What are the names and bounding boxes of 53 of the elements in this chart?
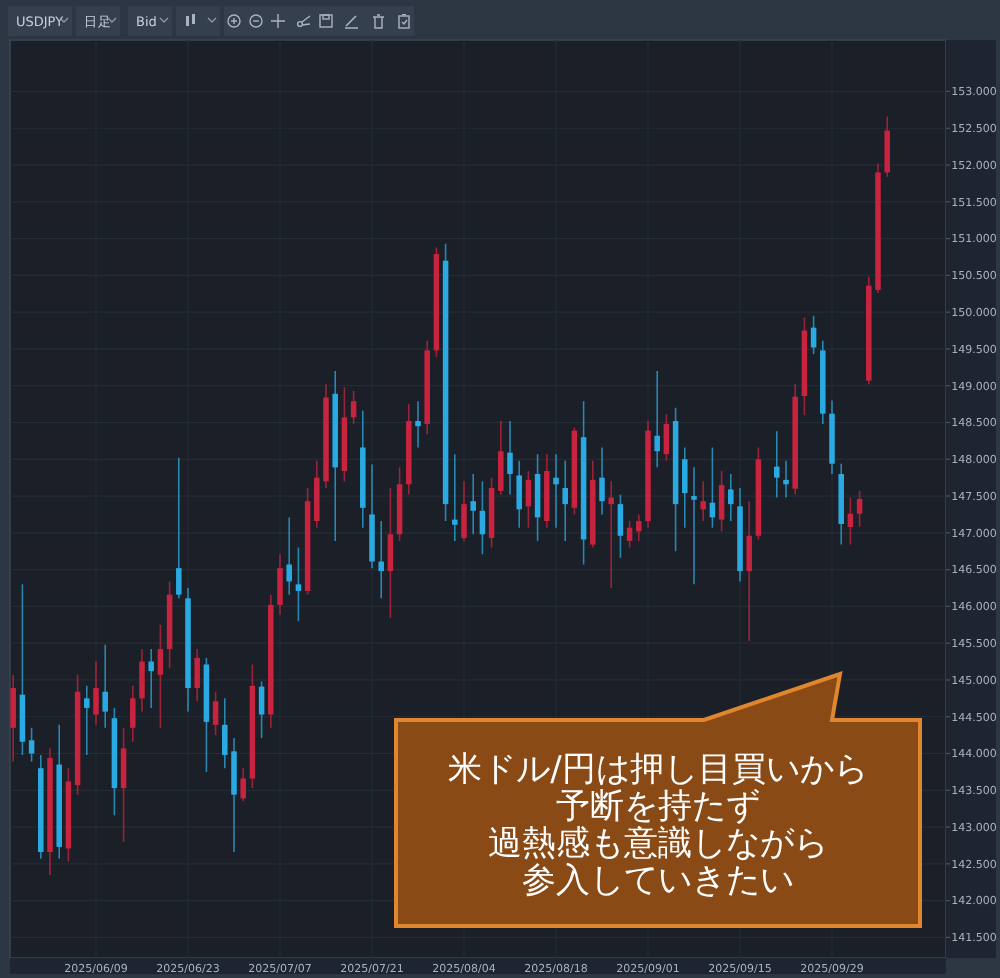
candlestick bbox=[212, 690, 219, 736]
candlestick bbox=[84, 685, 90, 756]
candlestick bbox=[28, 726, 35, 763]
candlestick bbox=[102, 643, 108, 729]
candlestick bbox=[350, 390, 357, 425]
candlestick bbox=[718, 470, 725, 533]
candlestick bbox=[93, 660, 99, 726]
candlestick bbox=[516, 459, 522, 529]
candlestick bbox=[682, 446, 688, 529]
candlestick bbox=[746, 500, 752, 642]
candlestick bbox=[461, 480, 467, 542]
candlestick bbox=[774, 430, 780, 499]
candlestick bbox=[139, 648, 145, 713]
candlestick bbox=[507, 420, 513, 496]
candlestick bbox=[176, 457, 182, 600]
candlestick bbox=[470, 473, 476, 536]
annotation: 米ドル/円は押し目買いから bbox=[448, 749, 868, 790]
candlestick bbox=[19, 583, 26, 756]
candlestick bbox=[728, 473, 734, 522]
candlestick bbox=[240, 767, 246, 803]
candlestick bbox=[378, 520, 384, 600]
candlestick bbox=[700, 480, 706, 522]
candlestick bbox=[654, 370, 660, 469]
candlestick bbox=[295, 546, 302, 622]
candlestick bbox=[277, 553, 283, 616]
candlestick bbox=[856, 490, 863, 528]
annotation: 過熱感も意識しながら bbox=[488, 823, 828, 864]
candlestick bbox=[194, 648, 200, 703]
annotation: 参入していきたい bbox=[522, 860, 794, 901]
candlestick bbox=[157, 623, 164, 729]
candlestick bbox=[286, 516, 292, 596]
candlestick bbox=[415, 400, 421, 449]
candlestick bbox=[562, 459, 568, 542]
candlestick bbox=[120, 726, 127, 843]
candlestick bbox=[387, 487, 394, 619]
candlestick bbox=[553, 453, 559, 529]
candlestick bbox=[691, 466, 697, 586]
candlestick bbox=[148, 648, 154, 709]
candlestick bbox=[663, 413, 670, 462]
candlestick bbox=[783, 459, 789, 499]
candlestick bbox=[10, 674, 16, 763]
candlestick bbox=[599, 446, 605, 516]
candlestick bbox=[608, 480, 614, 589]
candlestick bbox=[369, 463, 375, 569]
candlestick bbox=[884, 115, 890, 178]
annotation: 予断を持たず bbox=[556, 786, 760, 827]
candlestick bbox=[130, 685, 136, 743]
candlestick bbox=[534, 453, 541, 542]
candlestick bbox=[617, 493, 624, 559]
candlestick bbox=[258, 680, 265, 739]
candlestick bbox=[452, 453, 458, 542]
candlestick bbox=[498, 420, 504, 496]
candlestick bbox=[636, 513, 642, 542]
